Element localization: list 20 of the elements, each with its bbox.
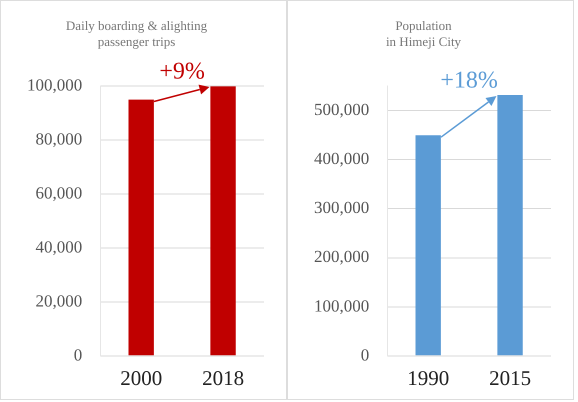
y-tick-label: 60,000 [36,184,82,203]
y-tick-label: 200,000 [314,247,370,266]
y-tick-label: 20,000 [36,291,82,310]
y-tick-label: 400,000 [314,149,370,168]
y-tick-label: 500,000 [314,100,370,120]
annotation: +18% [440,67,498,94]
annotation: +9% [159,58,205,84]
x-tick-label: 2015 [489,366,532,390]
y-tick-label: 0 [360,345,370,364]
x-tick-label: 2018 [202,366,244,390]
y-tick-label: 0 [74,345,82,364]
y-tick-label: 40,000 [36,237,82,256]
y-tick-label: 100,000 [27,76,82,95]
y-tick-label: 100,000 [314,296,370,316]
y-tick-label: 300,000 [314,198,370,218]
y-tick-label: 80,000 [36,130,82,149]
chart-title: Population in Himeji City [386,18,462,49]
chart-title: Daily boarding & alighting passenger trips [66,18,208,49]
x-tick-label: 2000 [120,366,162,390]
x-tick-label: 1990 [407,366,450,390]
